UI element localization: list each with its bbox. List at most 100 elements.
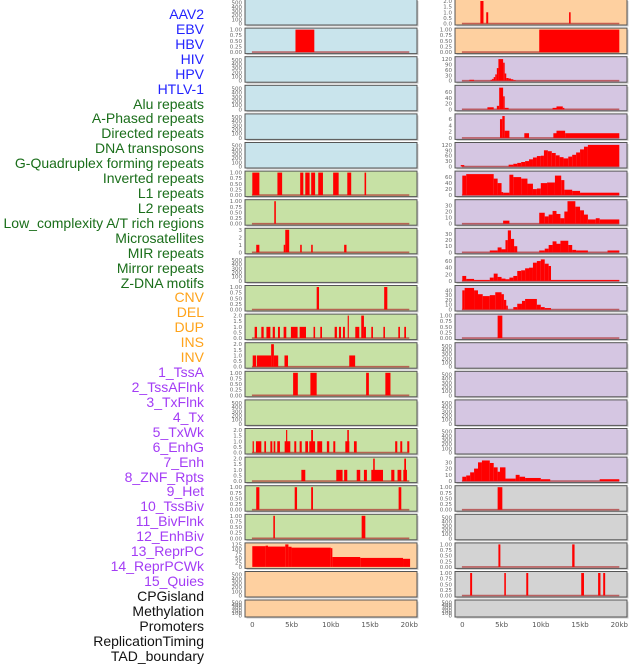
data-bar bbox=[540, 479, 551, 482]
data-bar bbox=[373, 458, 375, 482]
x-tick-label: 0 bbox=[460, 621, 464, 629]
y-tick-label: 100 bbox=[442, 446, 453, 452]
y-tick-label: 20 bbox=[445, 298, 452, 304]
data-bar bbox=[496, 105, 500, 110]
y-tick-label: 0.25 bbox=[230, 302, 243, 308]
track-label: 13_ReprPC bbox=[130, 543, 204, 560]
data-bar bbox=[536, 304, 541, 310]
y-tick-label: 0 bbox=[449, 365, 453, 371]
panel-background bbox=[244, 84, 418, 112]
data-bar bbox=[330, 548, 333, 567]
data-bar bbox=[311, 172, 316, 196]
y-tick-label: 1.00 bbox=[230, 514, 243, 520]
track-label: A-Phased repeats bbox=[91, 110, 204, 127]
y-tick-label: 1.00 bbox=[230, 285, 243, 291]
data-bar bbox=[301, 469, 306, 482]
track-label: 10_TssBiv bbox=[140, 498, 204, 515]
data-bar bbox=[536, 156, 541, 167]
data-bar bbox=[355, 326, 360, 339]
y-tick-label: 40 bbox=[445, 288, 452, 294]
panel-background bbox=[244, 113, 418, 140]
track-label: EBV bbox=[175, 20, 204, 37]
data-bar bbox=[294, 487, 298, 510]
panel-background bbox=[454, 56, 628, 83]
data-bar bbox=[283, 326, 287, 339]
track-label: L1 repeats bbox=[137, 185, 204, 202]
data-bar bbox=[466, 174, 494, 196]
data-bar bbox=[398, 326, 400, 339]
data-bar bbox=[336, 469, 343, 482]
data-bar bbox=[493, 77, 496, 81]
data-bar bbox=[300, 244, 302, 253]
panel-background bbox=[244, 599, 418, 618]
data-bar bbox=[256, 487, 260, 510]
data-bar bbox=[572, 249, 577, 253]
track-panel: 0.000.250.500.751.00 bbox=[440, 571, 629, 600]
y-tick-label: 1.00 bbox=[440, 571, 453, 577]
y-tick-label: 0 bbox=[449, 614, 453, 620]
y-tick-label: 400 bbox=[232, 91, 243, 97]
data-bar bbox=[256, 244, 260, 253]
data-bar bbox=[466, 475, 471, 482]
y-tick-label: 100 bbox=[442, 532, 453, 538]
data-bar bbox=[539, 212, 545, 224]
y-tick-label: 0.25 bbox=[230, 502, 243, 508]
panel-background bbox=[244, 285, 418, 312]
y-tick-label: 1.00 bbox=[230, 485, 243, 491]
y-tick-label: 300 bbox=[442, 352, 453, 358]
x-tick-label: 20kb bbox=[611, 621, 629, 629]
y-tick-label: 0.00 bbox=[230, 50, 243, 56]
data-bar bbox=[285, 229, 290, 253]
y-tick-label: 1.0 bbox=[233, 353, 242, 359]
panel-background bbox=[244, 313, 418, 341]
data-bar bbox=[285, 544, 289, 567]
y-tick-label: 0.75 bbox=[230, 519, 243, 525]
y-tick-label: 200 bbox=[442, 385, 453, 391]
data-bar bbox=[539, 29, 620, 53]
data-bar bbox=[576, 152, 581, 167]
track-panel: 0.000.250.500.751.00 bbox=[440, 313, 629, 342]
y-tick-label: 60 bbox=[445, 259, 452, 265]
y-tick-label: 0.75 bbox=[230, 376, 243, 382]
y-tick-label: 30 bbox=[445, 203, 452, 209]
data-bar bbox=[503, 220, 510, 224]
panel-background bbox=[244, 513, 418, 541]
y-tick-label: 1.5 bbox=[443, 5, 452, 11]
data-bar bbox=[560, 218, 565, 224]
y-tick-label: 0.75 bbox=[440, 33, 453, 39]
data-bar bbox=[598, 573, 601, 596]
track-label: Z-DNA motifs bbox=[120, 274, 204, 291]
track-label: 15_Quies bbox=[144, 572, 204, 589]
y-tick-label: 400 bbox=[232, 5, 243, 11]
panel-background bbox=[244, 56, 418, 83]
data-bar bbox=[383, 326, 385, 339]
data-bar bbox=[498, 59, 504, 81]
data-bar bbox=[564, 189, 573, 196]
y-tick-label: 2 bbox=[239, 235, 243, 241]
y-tick-label: 10 bbox=[445, 473, 452, 479]
y-tick-label: 0.50 bbox=[230, 296, 243, 302]
x-tick-label: 15kb bbox=[571, 621, 589, 629]
panel-background bbox=[244, 399, 418, 426]
data-bar bbox=[503, 192, 510, 196]
data-bar bbox=[344, 469, 348, 482]
y-tick-label: 0 bbox=[449, 479, 453, 485]
y-tick-label: 0.75 bbox=[440, 491, 453, 497]
data-bar bbox=[506, 78, 509, 81]
track-label: Promoters bbox=[139, 617, 204, 634]
y-tick-label: 0.0 bbox=[233, 451, 242, 457]
data-bar bbox=[489, 250, 498, 253]
track-label: 9_Het bbox=[166, 483, 204, 500]
y-tick-label: 200 bbox=[232, 13, 243, 19]
data-bar bbox=[599, 479, 620, 482]
y-tick-label: 0.50 bbox=[440, 554, 453, 560]
data-bar bbox=[464, 287, 475, 310]
y-tick-label: 500 bbox=[442, 601, 453, 607]
data-bar bbox=[524, 133, 530, 138]
track-label: 7_Enh bbox=[163, 453, 204, 470]
data-bar bbox=[384, 287, 388, 310]
track-panel: 0.000.250.500.751.00 bbox=[230, 170, 419, 199]
